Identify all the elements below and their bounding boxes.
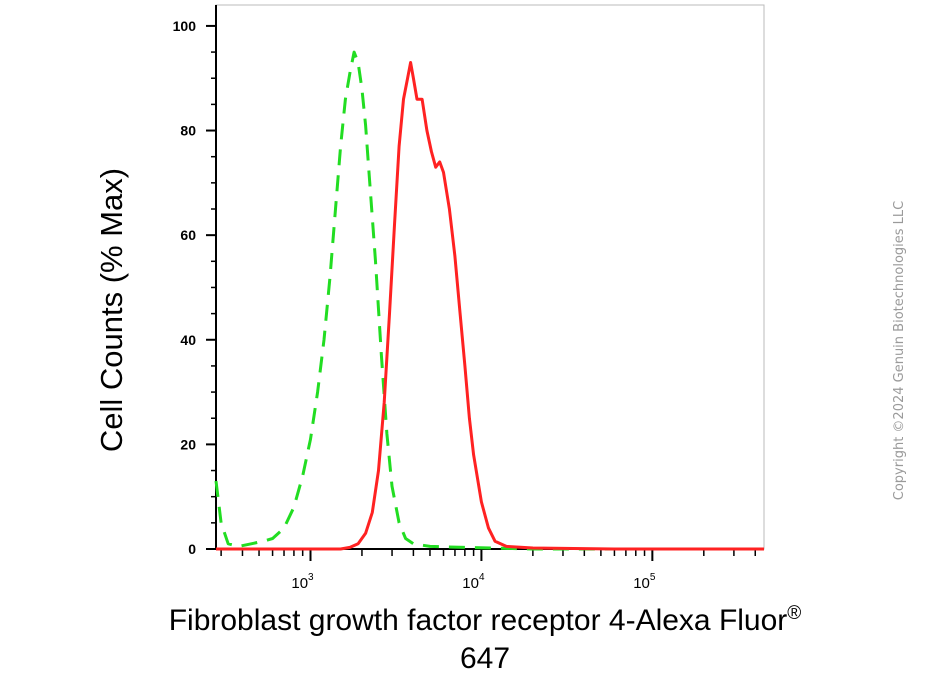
histogram-series-1 xyxy=(214,50,764,551)
y-tick-label: 40 xyxy=(180,332,196,348)
x-tick-label: 103 xyxy=(291,572,314,592)
registered-mark: ® xyxy=(787,603,802,624)
y-tick-label: 20 xyxy=(180,436,196,452)
copyright-box: Copyright ©2024 Genuin Biotechnologies L… xyxy=(880,160,920,540)
histogram-series-2 xyxy=(216,61,764,551)
y-axis-label-box: Cell Counts (% Max) xyxy=(87,100,137,520)
x-axis-label-line1: Fibroblast growth factor receptor 4-Alex… xyxy=(40,602,930,640)
x-axis-label-text: Fibroblast growth factor receptor 4-Alex… xyxy=(168,604,788,637)
series-layer xyxy=(214,50,764,551)
plot-frame xyxy=(215,4,765,550)
y-tick-label: 60 xyxy=(180,227,196,243)
x-tick-label: 104 xyxy=(462,572,485,592)
axes: 0 20 40 60 80 100 103 104 105 xyxy=(173,5,764,592)
copyright-watermark: Copyright ©2024 Genuin Biotechnologies L… xyxy=(892,200,908,500)
x-axis-label-line2: 647 xyxy=(459,642,511,675)
y-tick-label: 80 xyxy=(180,123,196,139)
x-tick-label: 105 xyxy=(633,572,656,592)
x-axis-label: Fibroblast growth factor receptor 4-Alex… xyxy=(40,602,930,678)
y-axis-label: Cell Counts (% Max) xyxy=(94,167,129,453)
y-tick-label: 0 xyxy=(188,541,196,557)
y-tick-label: 100 xyxy=(173,18,197,34)
